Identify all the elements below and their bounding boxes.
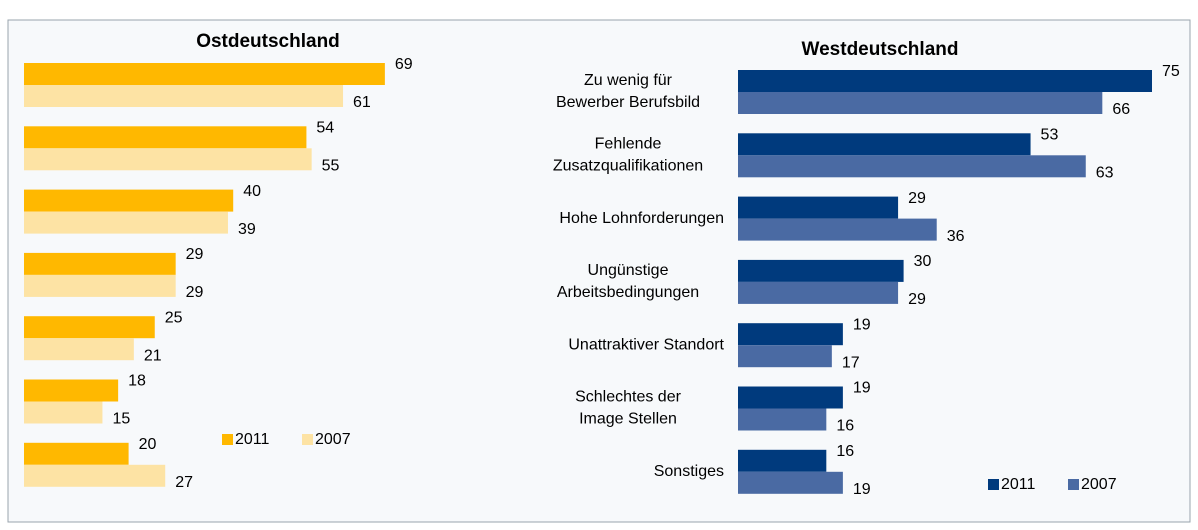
legend-label: 2011 (235, 431, 270, 448)
category-label: Hohe Lohnforderungen (559, 210, 724, 227)
legend-label: 2011 (1001, 476, 1036, 493)
value-label: 54 (316, 120, 334, 137)
value-label: 66 (1112, 101, 1130, 118)
bar (24, 148, 312, 171)
bar (24, 338, 134, 361)
legend-swatch (222, 434, 233, 445)
bar (24, 63, 385, 85)
value-label: 39 (238, 221, 256, 238)
legend-label: 2007 (315, 431, 351, 448)
value-label: 63 (1096, 165, 1114, 182)
legend-swatch (302, 434, 313, 445)
category-label: Sonstiges (654, 463, 724, 480)
category-label: Unattraktiver Standort (568, 336, 724, 353)
value-label: 29 (908, 291, 926, 308)
value-label: 29 (186, 284, 204, 301)
value-label: 16 (836, 418, 854, 435)
value-label: 75 (1162, 63, 1180, 80)
value-label: 19 (853, 316, 871, 333)
bar (738, 155, 1086, 178)
bar (738, 259, 904, 282)
bar (24, 126, 307, 149)
category-label: Fehlende Zusatzqualifikationen (553, 136, 703, 175)
value-label: 53 (1041, 127, 1059, 144)
value-label: 16 (836, 443, 854, 460)
chart-title: Ostdeutschland (196, 31, 340, 52)
value-label: 21 (144, 347, 162, 364)
legend-swatch (988, 479, 999, 490)
bar (24, 379, 119, 402)
value-label: 36 (947, 228, 965, 245)
value-label: 61 (353, 94, 371, 111)
value-label: 29 (186, 246, 204, 263)
value-label: 27 (175, 474, 193, 491)
bar (24, 85, 344, 107)
bar (738, 323, 843, 346)
category-label: Zu wenig für Bewerber Berufsbild (556, 72, 700, 111)
bar (738, 92, 1103, 114)
legend-label: 2007 (1081, 476, 1117, 493)
bar (738, 133, 1031, 156)
bar (24, 442, 129, 465)
value-label: 18 (128, 373, 146, 390)
value-label: 30 (914, 253, 932, 270)
value-label: 17 (842, 354, 860, 371)
value-label: 69 (395, 56, 413, 73)
value-label: 15 (112, 411, 130, 428)
bar (24, 464, 166, 487)
value-label: 25 (165, 309, 183, 326)
value-label: 29 (908, 190, 926, 207)
value-label: 19 (853, 481, 871, 498)
value-label: 20 (139, 436, 157, 453)
bar (24, 211, 228, 234)
bar (24, 189, 234, 212)
bar (738, 218, 937, 241)
bar (738, 386, 843, 409)
bar (738, 449, 827, 472)
bar (738, 196, 899, 219)
legend-swatch (1068, 479, 1079, 490)
category-label: Ungünstige Arbeitsbedingungen (557, 262, 699, 301)
bar (738, 281, 899, 304)
bar (24, 316, 155, 339)
bar (738, 471, 843, 494)
bar (738, 408, 827, 431)
value-label: 55 (322, 158, 340, 175)
bar (24, 252, 176, 275)
chart-title: Westdeutschland (802, 39, 959, 60)
value-label: 19 (853, 380, 871, 397)
category-label: Schlechtes der Image Stellen (575, 389, 682, 428)
bar (24, 274, 176, 297)
bar (24, 401, 103, 424)
bar (738, 70, 1152, 92)
bar (738, 345, 832, 368)
value-label: 40 (243, 183, 261, 200)
